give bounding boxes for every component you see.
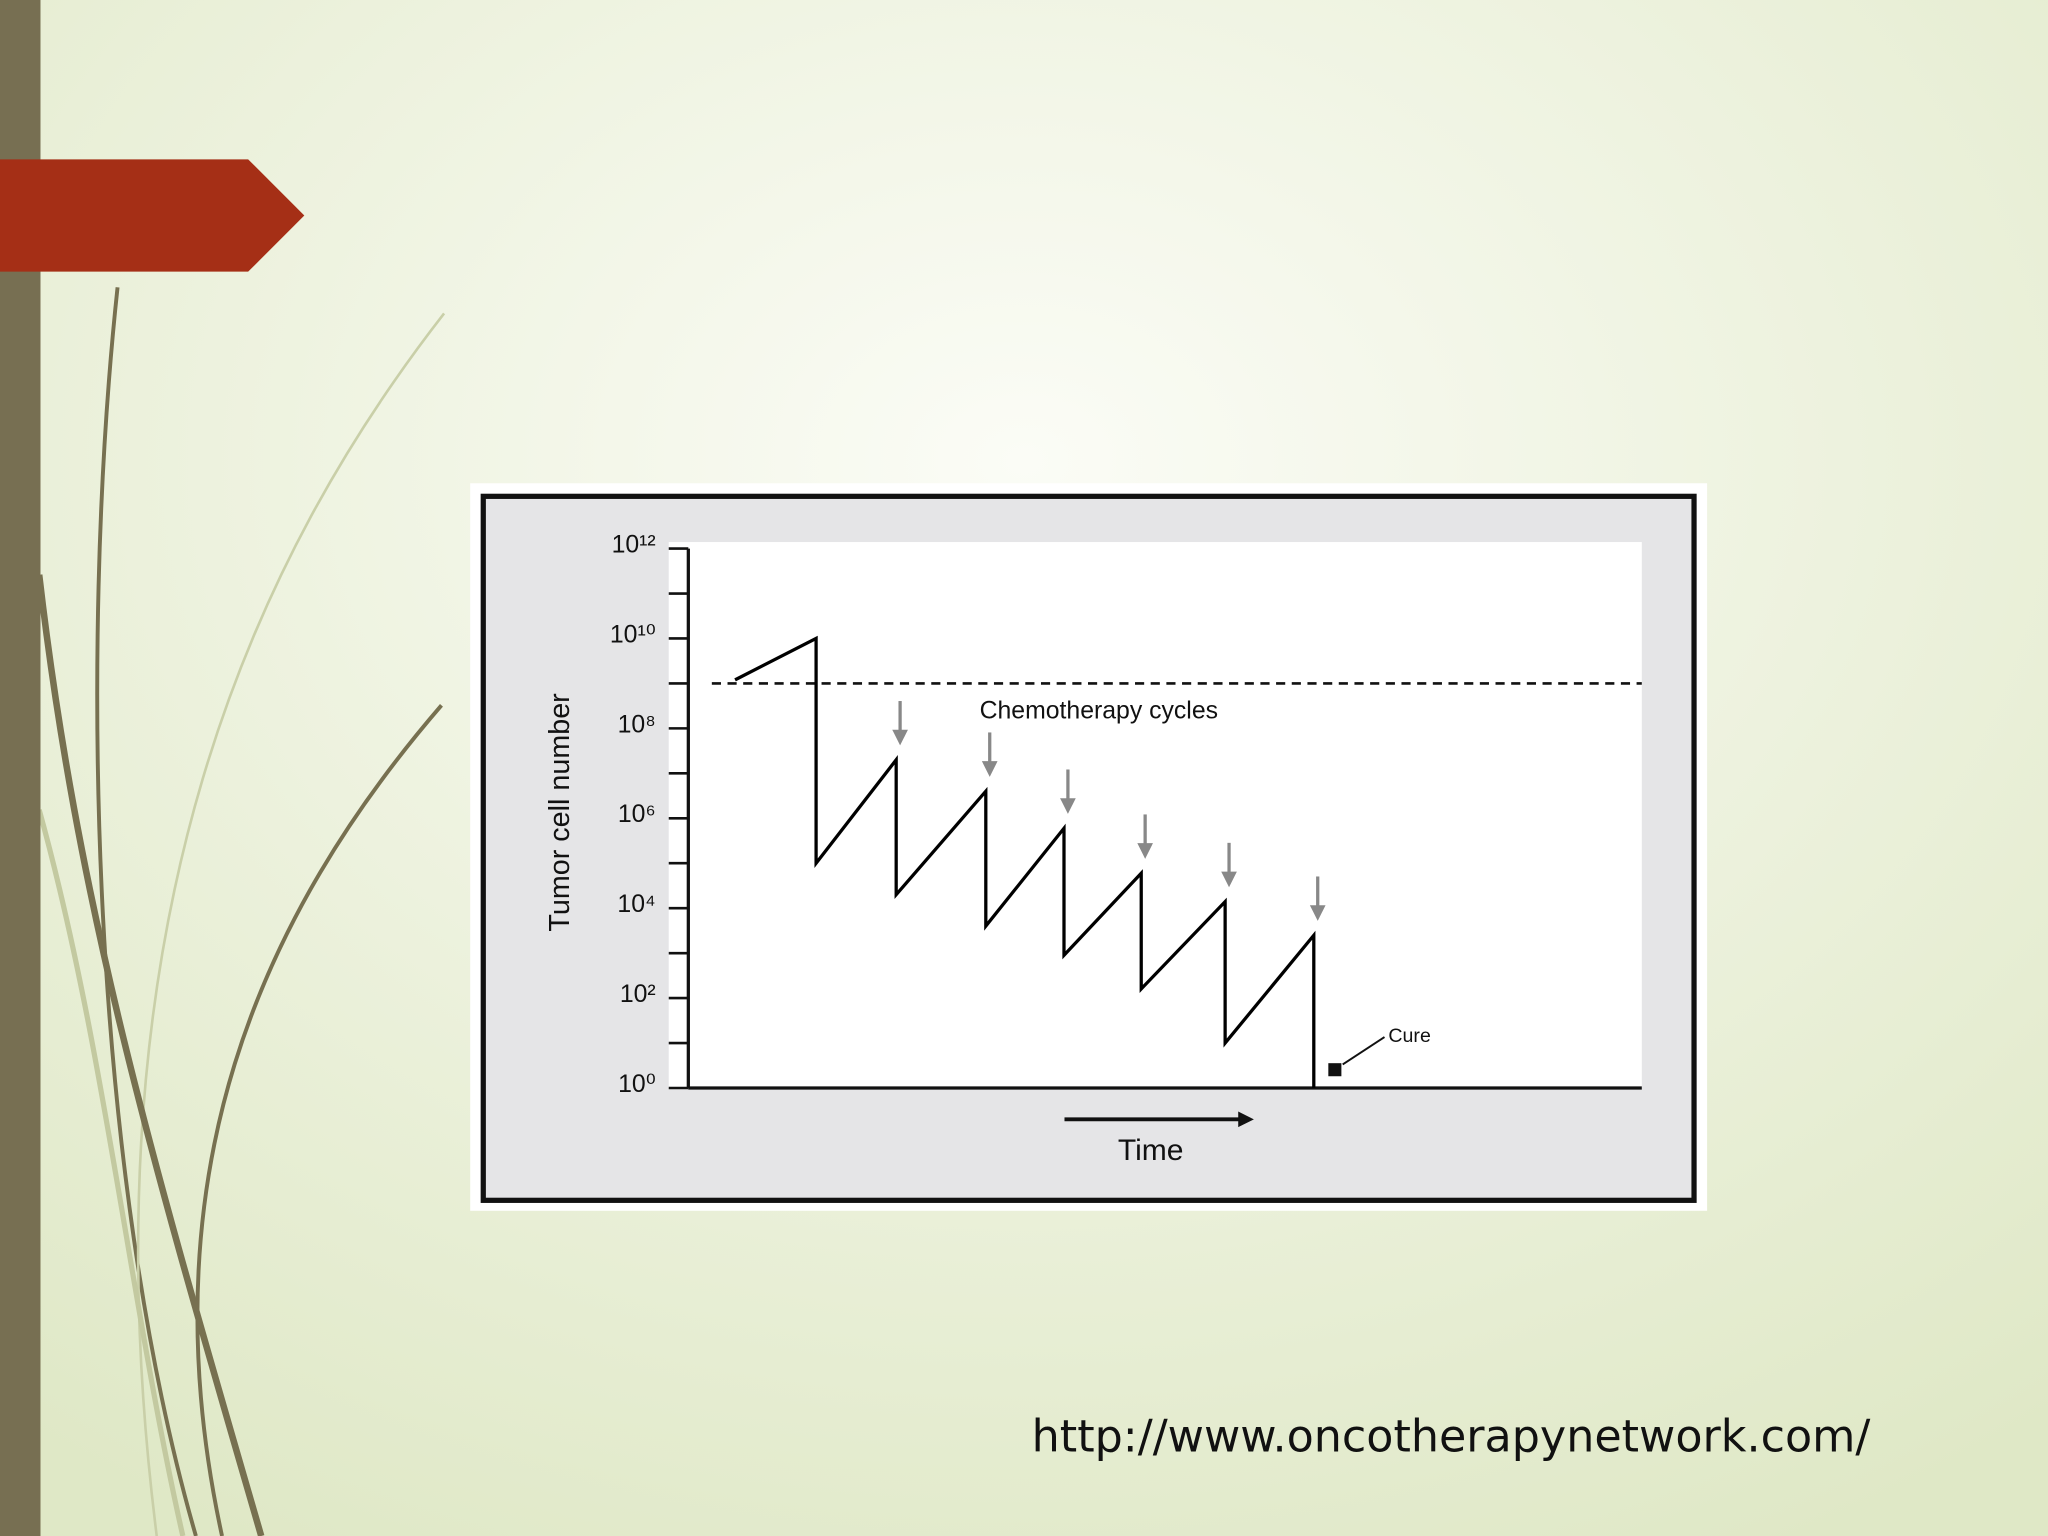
y-tick-label: 10¹² <box>612 532 656 559</box>
x-axis-title: Time <box>1118 1134 1184 1167</box>
y-tick-label: 10⁴ <box>617 891 655 918</box>
cure-marker <box>1328 1063 1342 1077</box>
data-line <box>734 635 1316 1088</box>
cycle-arrow-head <box>1060 798 1076 814</box>
decoration <box>35 287 446 1536</box>
y-tick-label: 10⁶ <box>618 801 656 828</box>
time-arrow-head <box>1238 1111 1254 1128</box>
cycle-arrow-head <box>1137 843 1153 859</box>
y-tick-label: 10² <box>620 981 656 1008</box>
cure-label: Cure <box>1388 1025 1431 1047</box>
source-url: http://www.oncotherapynetwork.com/ <box>1032 1411 1871 1462</box>
cycle-arrow-head <box>892 729 908 746</box>
title-marker <box>0 159 305 272</box>
y-tick-label: 10¹⁰ <box>610 621 656 648</box>
plot-area <box>668 542 1642 1088</box>
cycle-arrow-head <box>1309 905 1326 921</box>
y-tick-label: 10⁰ <box>618 1071 656 1098</box>
plot: 10⁰ 10² 10⁴ 10⁶ 10⁸ 10¹⁰ 10¹² <box>610 532 1642 1098</box>
cycle-arrow-head <box>981 761 998 777</box>
y-tick-label: 10⁸ <box>618 711 656 738</box>
cycle-arrow-head <box>1221 871 1237 888</box>
cure-pointer <box>1342 1036 1386 1066</box>
y-axis-title: Tumor cell number <box>544 693 576 932</box>
threshold-label: Chemotherapy cycles <box>980 697 1218 724</box>
